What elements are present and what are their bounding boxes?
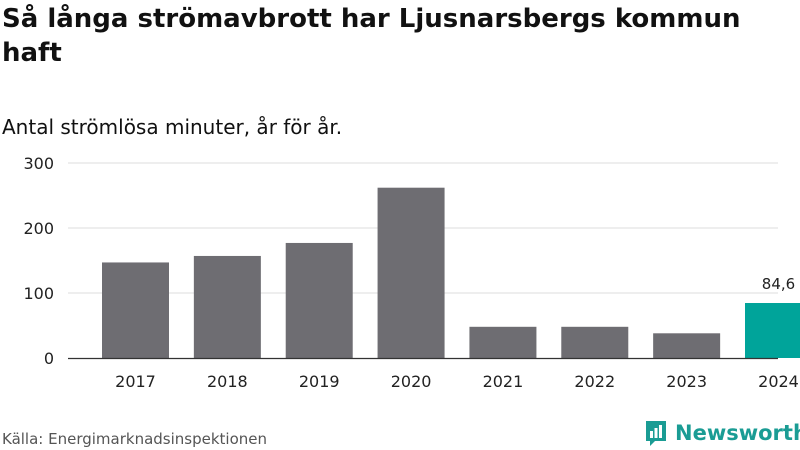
x-tick-label: 2024: [758, 372, 799, 391]
bar-2017: [102, 262, 169, 358]
bar-2024: [745, 303, 800, 358]
data-label: 84,6: [762, 275, 795, 293]
bar-chart: 0 100 200 300 2017 2018 2019 2020 2021 2022 2023 20…: [23, 154, 800, 391]
y-tick-label: 100: [23, 284, 54, 303]
brand-logo[interactable]: Newsworthy: [644, 418, 800, 448]
y-tick-label: 0: [44, 349, 54, 368]
source-note: Källa: Energimarknadsinspektionen: [2, 430, 268, 448]
x-tick-label: 2020: [391, 372, 432, 391]
x-tick-label: 2019: [299, 372, 340, 391]
newsworthy-logo-icon: [646, 421, 666, 446]
x-tick-label: 2022: [574, 372, 615, 391]
brand-name: Newsworthy: [675, 421, 800, 445]
bar-2018: [193, 255, 261, 358]
bar-2022: [561, 326, 629, 358]
x-tick-label: 2023: [666, 372, 707, 391]
y-tick-label: 300: [23, 154, 54, 173]
bar-2020: [377, 187, 445, 358]
x-tick-label: 2017: [115, 372, 156, 391]
x-tick-label: 2018: [207, 372, 248, 391]
bar-2019: [285, 242, 353, 358]
bar-2021: [469, 326, 537, 358]
chart-subtitle: Antal strömlösa minuter, år för år.: [2, 115, 343, 139]
x-tick-label: 2021: [483, 372, 524, 391]
chart-title: Så långa strömavbrott har Ljusnarsbergs …: [2, 4, 741, 68]
y-tick-label: 200: [23, 219, 54, 238]
bar-2023: [653, 333, 721, 358]
